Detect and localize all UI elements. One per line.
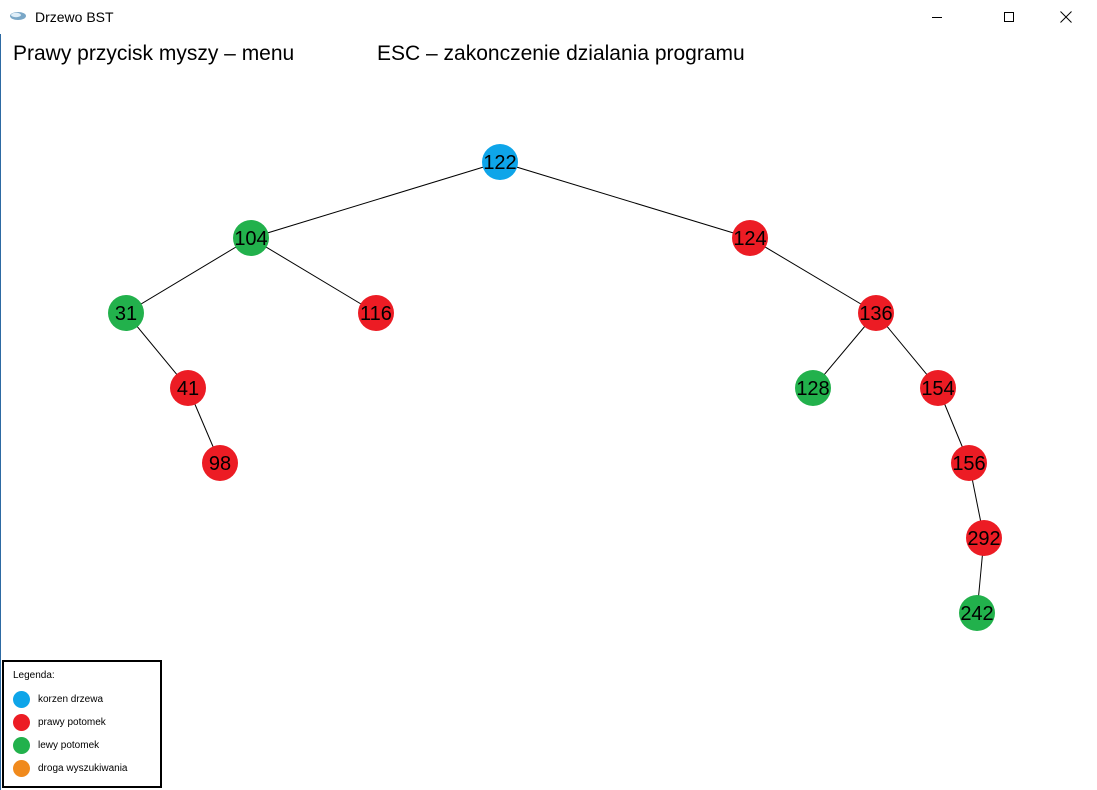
tree-edge bbox=[250, 237, 377, 314]
node-label: 104 bbox=[234, 228, 267, 250]
app-logo-icon bbox=[10, 12, 26, 20]
node-label: 136 bbox=[859, 303, 892, 325]
node-circle bbox=[951, 445, 987, 481]
exit-hint: ESC – zakonczenie dzialania programu bbox=[377, 42, 745, 65]
node-label: 128 bbox=[796, 378, 829, 400]
node-label: 292 bbox=[967, 528, 1000, 550]
tree-node-124[interactable]: 124 bbox=[732, 220, 768, 256]
legend-search-path-dot bbox=[13, 759, 30, 777]
tree-node-31[interactable]: 31 bbox=[108, 295, 144, 331]
tree-edge bbox=[749, 237, 877, 314]
node-circle bbox=[482, 144, 518, 180]
minimize-icon bbox=[932, 16, 942, 18]
legend-label: korzen drzewa bbox=[38, 693, 104, 705]
node-label: 122 bbox=[483, 152, 516, 174]
tree-edge bbox=[125, 237, 252, 314]
node-label: 154 bbox=[921, 378, 954, 400]
menu-hint: Prawy przycisk myszy – menu bbox=[13, 42, 295, 65]
tree-edge bbox=[499, 161, 751, 239]
node-circle bbox=[959, 595, 995, 631]
node-label: 124 bbox=[733, 228, 766, 250]
close-button[interactable] bbox=[1043, 0, 1089, 34]
legend-label: prawy potomek bbox=[38, 716, 106, 728]
node-circle bbox=[170, 370, 206, 406]
tree-node-242[interactable]: 242 bbox=[959, 595, 995, 631]
tree-node-136[interactable]: 136 bbox=[858, 295, 894, 331]
maximize-icon bbox=[1004, 12, 1014, 22]
legend-label: lewy potomek bbox=[38, 739, 100, 751]
tree-node-104[interactable]: 104 bbox=[233, 220, 269, 256]
tree-nodes: 122 104 124 31 116 41 98 136 128 154 156 292 242 bbox=[108, 144, 1002, 631]
window-title: Drzewo BST bbox=[35, 9, 114, 25]
window-border bbox=[0, 0, 1, 790]
legend-item-search-path: droga wyszukiwania bbox=[13, 759, 128, 777]
legend-right-child-dot bbox=[13, 713, 30, 731]
node-label: 242 bbox=[960, 603, 993, 625]
tree-node-154[interactable]: 154 bbox=[920, 370, 956, 406]
legend-label: droga wyszukiwania bbox=[38, 762, 128, 774]
maximize-button[interactable] bbox=[986, 0, 1032, 34]
tree-node-98[interactable]: 98 bbox=[202, 445, 238, 481]
node-circle bbox=[858, 295, 894, 331]
node-circle bbox=[920, 370, 956, 406]
legend-item-root: korzen drzewa bbox=[13, 690, 103, 708]
tree-node-156[interactable]: 156 bbox=[951, 445, 987, 481]
tree-node-116[interactable]: 116 bbox=[358, 295, 394, 331]
tree-node-292[interactable]: 292 bbox=[966, 520, 1002, 556]
legend-item-left-child: lewy potomek bbox=[13, 736, 99, 754]
close-icon bbox=[1060, 11, 1072, 23]
tree-node-122[interactable]: 122 bbox=[482, 144, 518, 180]
node-label: 116 bbox=[360, 303, 392, 325]
legend-box: Legenda: korzen drzewa prawy potomek lew… bbox=[2, 660, 162, 788]
node-label: 156 bbox=[952, 453, 985, 475]
node-label: 41 bbox=[177, 378, 199, 400]
tree-node-128[interactable]: 128 bbox=[795, 370, 831, 406]
legend-title: Legenda: bbox=[13, 670, 55, 681]
tree-node-41[interactable]: 41 bbox=[170, 370, 206, 406]
node-circle bbox=[732, 220, 768, 256]
node-circle bbox=[202, 445, 238, 481]
node-circle bbox=[108, 295, 144, 331]
node-circle bbox=[966, 520, 1002, 556]
minimize-button[interactable] bbox=[914, 0, 960, 34]
legend-item-right-child: prawy potomek bbox=[13, 713, 106, 731]
legend-root-dot bbox=[13, 690, 30, 708]
legend-left-child-dot bbox=[13, 736, 30, 754]
node-circle bbox=[358, 295, 394, 331]
node-label: 31 bbox=[115, 303, 137, 325]
node-label: 98 bbox=[209, 453, 231, 475]
node-circle bbox=[233, 220, 269, 256]
title-bar[interactable]: Drzewo BST bbox=[0, 0, 1097, 34]
tree-edge bbox=[250, 161, 501, 239]
node-circle bbox=[795, 370, 831, 406]
